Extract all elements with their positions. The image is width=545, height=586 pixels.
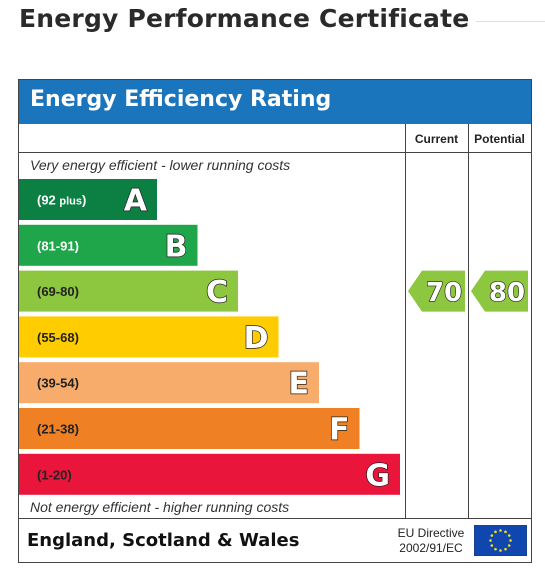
grid-line-footer [19, 518, 531, 519]
band-letter-f: F [329, 413, 350, 448]
band-range-b: (81-91) [37, 238, 79, 253]
band-letter-g: G [365, 458, 390, 493]
eu-flag-icon [474, 525, 527, 556]
band-bar-f [19, 408, 360, 449]
bottom-note: Not energy efficient - higher running co… [30, 499, 290, 515]
rating-value-current: 70 [426, 278, 462, 308]
eu-star-icon [494, 547, 497, 551]
band-range-g: (1-20) [37, 467, 72, 482]
band-letter-c: C [206, 275, 228, 310]
band-f: (21-38) F [19, 408, 360, 449]
column-header-potential: Potential [474, 132, 525, 146]
energy-rating-chart: Energy Efficiency Rating Current Potenti… [18, 79, 532, 563]
rating-arrow-shape-potential [471, 270, 528, 312]
grid-line-top [19, 152, 531, 153]
band-bar-e [19, 362, 319, 404]
title-divider [476, 21, 545, 22]
page-title: Energy Performance Certificate [19, 4, 470, 33]
eu-star-icon [490, 544, 494, 547]
band-bar-d [19, 316, 279, 358]
band-bar-b [19, 224, 198, 266]
eu-star-icon [499, 549, 502, 552]
eu-star-icon [494, 530, 497, 534]
band-letter-a: A [124, 184, 148, 219]
eu-star-icon [490, 534, 494, 537]
band-range-d: (55-68) [37, 330, 79, 345]
rating-bars: (92 plus) A (81-91) B (69-80) C (55-68) D (39-54… [19, 179, 528, 495]
band-letter-e: E [289, 367, 310, 402]
grid-line-current-left [405, 124, 406, 518]
band-bar-c [19, 270, 238, 312]
band-letter-b: B [165, 229, 188, 264]
top-note: Very energy efficient - lower running co… [30, 157, 291, 173]
band-range-a: (92 plus) [37, 193, 86, 208]
directive-line-2: 2002/91/EC [399, 541, 463, 555]
column-header-current: Current [414, 132, 459, 146]
band-range-e: (39-54) [37, 376, 79, 391]
band-range-f: (21-38) [37, 422, 79, 437]
band-d: (55-68) D [19, 316, 279, 358]
eu-star-icon [507, 534, 511, 537]
band-g: (1-20) G [19, 453, 400, 495]
rating-value-potential: 80 [489, 278, 525, 308]
eu-star-icon [499, 529, 502, 532]
band-a: (92 plus) A [19, 179, 157, 220]
band-letter-d: D [244, 321, 269, 356]
band-bar-g [19, 453, 400, 495]
band-c: (69-80) C [19, 270, 238, 312]
footer-directive: EU Directive 2002/91/EC [391, 526, 471, 556]
grid-line-potential-left [468, 124, 469, 518]
rating-arrow-current: 70 [408, 270, 465, 312]
eu-star-icon [504, 530, 507, 534]
directive-line-1: EU Directive [397, 526, 465, 540]
eu-star-icon [507, 544, 511, 547]
eu-star-icon [504, 547, 507, 551]
rating-arrow-shape-current [408, 270, 465, 312]
eu-star-icon [509, 539, 512, 542]
rating-arrow-potential: 80 [471, 270, 528, 312]
footer-country: England, Scotland & Wales [27, 530, 300, 551]
eu-star-icon [489, 539, 492, 542]
band-e: (39-54) E [19, 362, 319, 404]
band-bar-a [19, 179, 157, 220]
chart-header: Energy Efficiency Rating [19, 80, 531, 124]
band-b: (81-91) B [19, 224, 198, 266]
band-range-c: (69-80) [37, 284, 79, 299]
chart-title: Energy Efficiency Rating [30, 87, 332, 112]
